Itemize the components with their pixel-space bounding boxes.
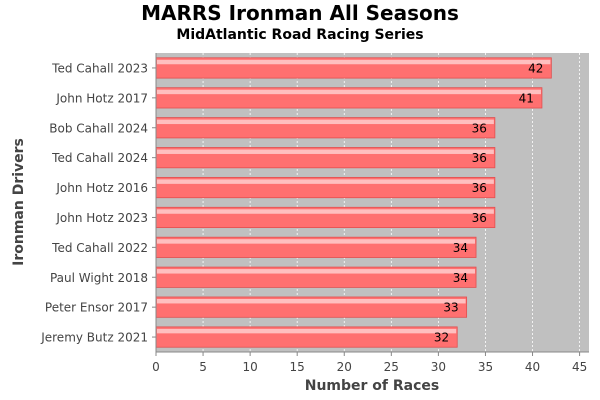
category-label: Paul Wight 2018 <box>50 271 148 285</box>
x-axis-ticks: 0 5 10 15 20 25 30 35 40 45 <box>152 352 587 374</box>
x-tick-label: 10 <box>242 360 257 374</box>
category-label: Jeremy Butz 2021 <box>40 331 148 345</box>
x-tick-label: 40 <box>525 360 540 374</box>
bar-value-label: 36 <box>472 211 487 225</box>
category-label: John Hotz 2017 <box>55 91 148 105</box>
bar-highlight <box>157 209 494 214</box>
category-labels: Ted Cahall 2023 John Hotz 2017 Bob Cahall … <box>40 61 156 345</box>
bar-highlight <box>157 179 494 184</box>
bar-highlight <box>157 119 494 125</box>
x-tick-label: 25 <box>384 360 399 374</box>
bar-highlight <box>157 269 476 274</box>
y-axis-label: Ironman Drivers <box>11 138 27 266</box>
bar-highlight <box>157 298 466 304</box>
bar-value-label: 41 <box>519 91 534 105</box>
bar-value-label: 36 <box>472 121 487 135</box>
bar-value-label: 34 <box>453 241 468 255</box>
category-label: Ted Cahall 2023 <box>51 61 148 75</box>
x-tick-label: 45 <box>572 360 587 374</box>
category-label: Bob Cahall 2024 <box>49 121 148 135</box>
bar-value-label: 42 <box>528 61 543 75</box>
x-tick-label: 35 <box>478 360 493 374</box>
category-label: John Hotz 2023 <box>55 211 148 225</box>
bars: 42 41 36 36 36 36 34 34 33 32 <box>155 57 552 348</box>
bar-value-label: 36 <box>472 151 487 165</box>
x-tick-label: 0 <box>152 360 160 374</box>
bar-value-label: 33 <box>443 301 458 315</box>
x-axis-label: Number of Races <box>305 378 440 394</box>
chart-subtitle: MidAtlantic Road Racing Series <box>176 27 423 43</box>
x-tick-label: 30 <box>431 360 446 374</box>
category-label: Peter Ensor 2017 <box>45 301 148 315</box>
bar-value-label: 32 <box>434 331 449 345</box>
category-label: Ted Cahall 2024 <box>51 151 148 165</box>
x-tick-label: 20 <box>337 360 352 374</box>
chart-title: MARRS Ironman All Seasons <box>141 1 459 25</box>
category-label: John Hotz 2016 <box>55 181 148 195</box>
bar-highlight <box>157 328 457 334</box>
bar-highlight <box>157 89 541 95</box>
bar-value-label: 36 <box>472 181 487 195</box>
bar-highlight <box>157 59 551 65</box>
bar-highlight <box>157 149 494 154</box>
x-tick-label: 15 <box>290 360 305 374</box>
x-tick-label: 5 <box>199 360 207 374</box>
category-label: Ted Cahall 2022 <box>51 241 148 255</box>
bar-value-label: 34 <box>453 271 468 285</box>
bar-highlight <box>157 239 476 244</box>
